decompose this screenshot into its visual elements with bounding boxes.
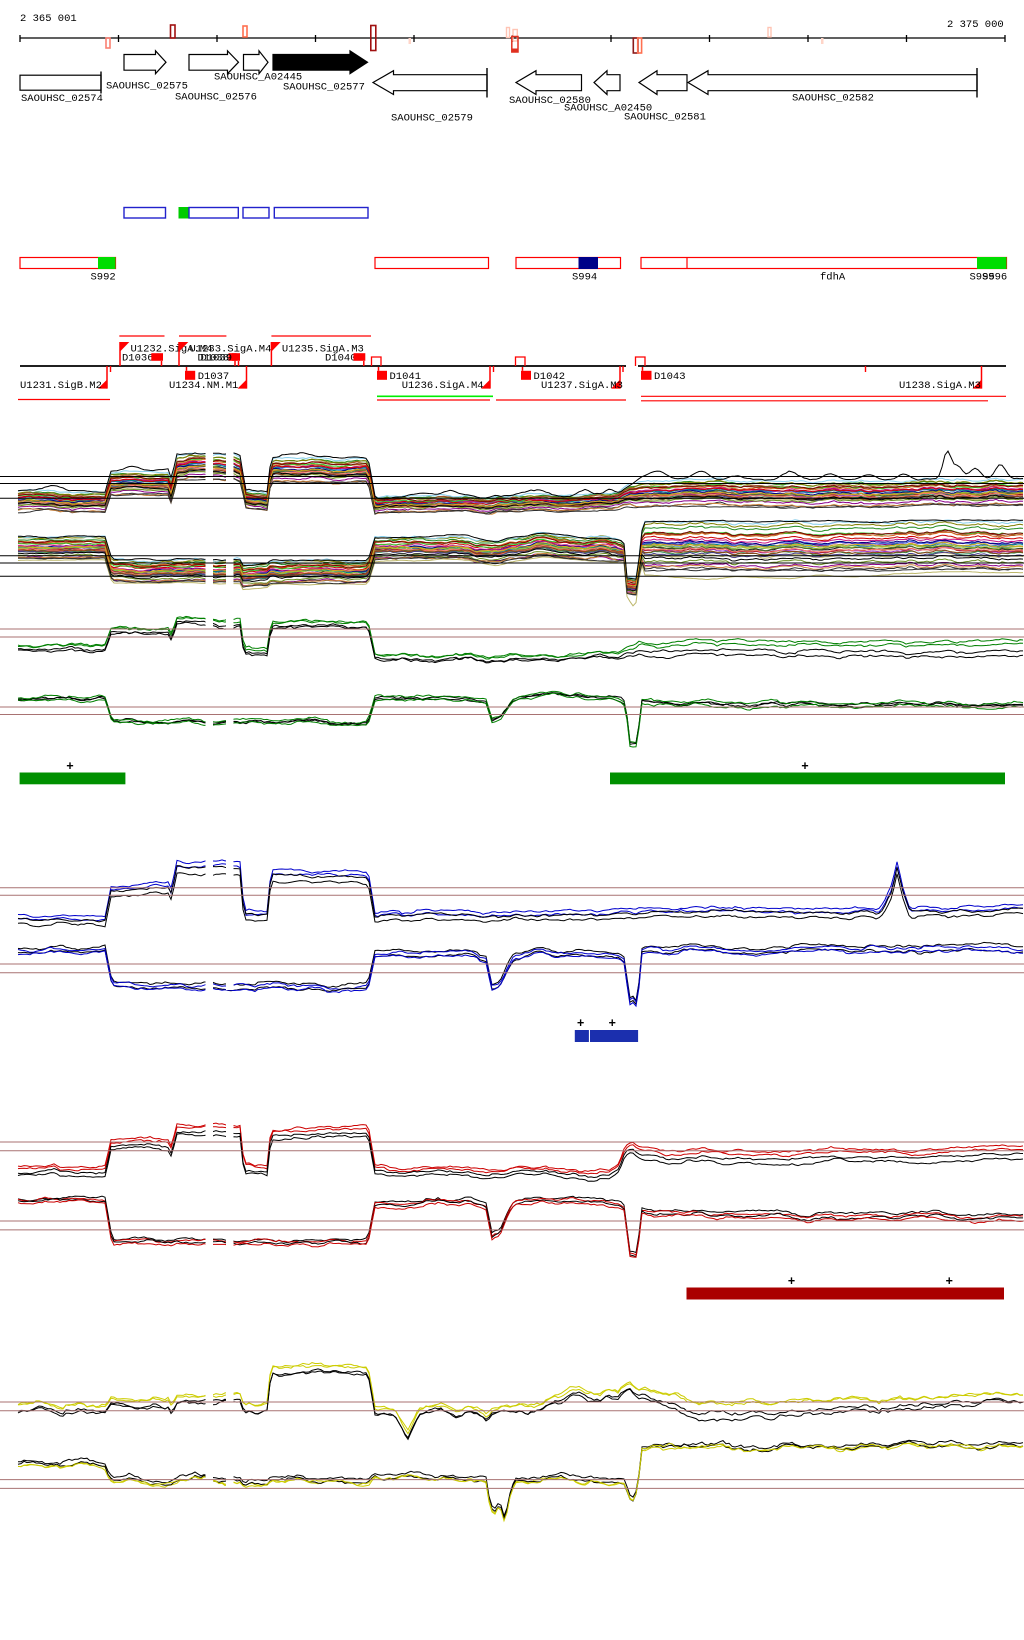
svg-text:+: + xyxy=(608,1017,616,1031)
svg-text:U1232.SigA.M4: U1232.SigA.M4 xyxy=(131,344,213,356)
svg-text:D1036: D1036 xyxy=(122,353,154,365)
svg-text:S995: S995 xyxy=(970,272,995,284)
svg-text:U1237.SigA.M3: U1237.SigA.M3 xyxy=(541,380,623,392)
svg-text:+: + xyxy=(577,1017,585,1031)
svg-text:D1041: D1041 xyxy=(390,371,422,383)
svg-text:SAOUHSC_02580: SAOUHSC_02580 xyxy=(509,95,591,107)
svg-text:+: + xyxy=(946,1275,954,1289)
svg-text:U1238.SigA.M3: U1238.SigA.M3 xyxy=(899,380,981,392)
svg-text:SAOUHSC_02576: SAOUHSC_02576 xyxy=(175,92,257,104)
svg-text:+: + xyxy=(788,1275,796,1289)
svg-text:SAOUHSC_02582: SAOUHSC_02582 xyxy=(792,93,874,105)
svg-text:SAOUHSC_02577: SAOUHSC_02577 xyxy=(283,82,365,94)
svg-text:+: + xyxy=(66,760,74,774)
svg-text:2 365 001: 2 365 001 xyxy=(20,13,77,25)
svg-text:U1234.NM.M1: U1234.NM.M1 xyxy=(169,380,238,392)
svg-text:SAOUHSC_02579: SAOUHSC_02579 xyxy=(391,113,473,125)
svg-text:SAOUHSC_02574: SAOUHSC_02574 xyxy=(21,93,103,105)
svg-text:S996: S996 xyxy=(982,272,1007,284)
svg-text:SAOUHSC_02581: SAOUHSC_02581 xyxy=(624,112,706,124)
svg-text:D1043: D1043 xyxy=(654,371,686,383)
svg-text:U1236.SigA.M4: U1236.SigA.M4 xyxy=(402,380,484,392)
svg-text:+: + xyxy=(801,760,809,774)
svg-text:D1040: D1040 xyxy=(325,353,357,365)
svg-text:S992: S992 xyxy=(91,272,116,284)
svg-text:D1037: D1037 xyxy=(198,371,230,383)
svg-text:SAOUHSC_A02445: SAOUHSC_A02445 xyxy=(214,72,302,84)
svg-text:SAOUHSC_A02450: SAOUHSC_A02450 xyxy=(564,103,652,115)
svg-text:D1038: D1038 xyxy=(198,353,230,365)
svg-text:U1231.SigB.M2: U1231.SigB.M2 xyxy=(20,380,102,392)
svg-text:2 375 000: 2 375 000 xyxy=(947,19,1004,31)
svg-text:D1042: D1042 xyxy=(534,371,566,383)
svg-text:fdhA: fdhA xyxy=(820,272,846,284)
svg-text:SAOUHSC_02575: SAOUHSC_02575 xyxy=(106,81,188,93)
svg-text:U1233.SigA.M4: U1233.SigA.M4 xyxy=(190,344,272,356)
svg-text:S994: S994 xyxy=(572,272,597,284)
svg-text:D1039: D1039 xyxy=(201,353,233,365)
svg-text:U1235.SigA.M3: U1235.SigA.M3 xyxy=(282,344,364,356)
